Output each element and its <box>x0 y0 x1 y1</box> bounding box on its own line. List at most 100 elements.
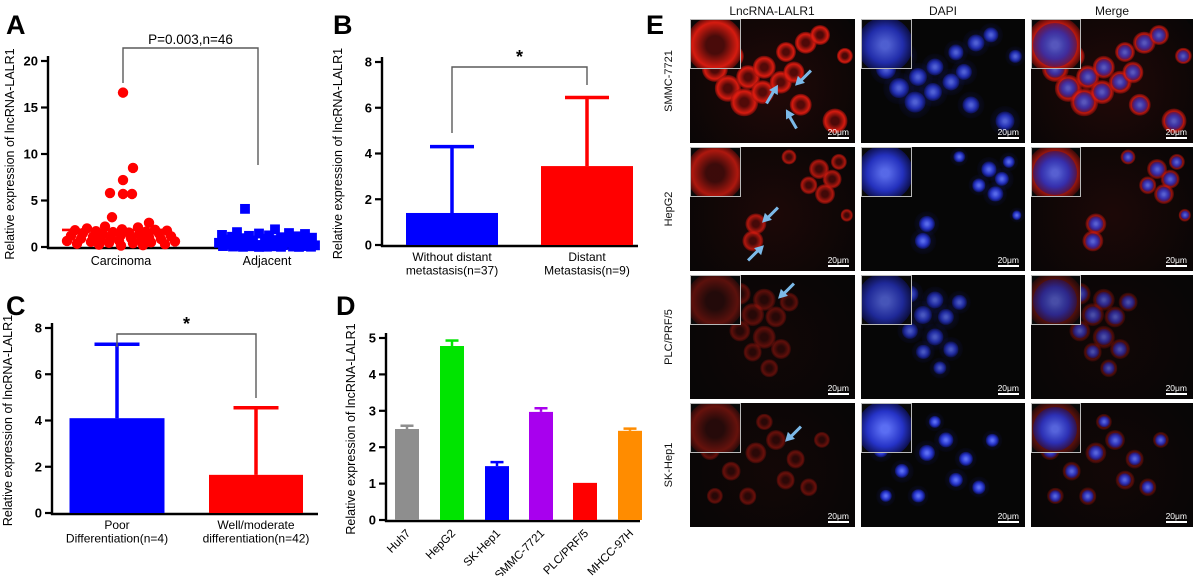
cell-blob <box>691 19 741 68</box>
nucleus-blob <box>918 215 935 232</box>
nucleus-blob <box>1079 68 1097 86</box>
scale-bar-20um: 20μm <box>827 383 849 395</box>
micrograph-HepG2-merge: 20μm <box>1031 147 1193 271</box>
micrograph-SMMC-7721-merge: 20μm <box>1031 19 1193 143</box>
nucleus-blob <box>916 344 931 359</box>
nucleus-blob <box>981 161 997 177</box>
inset-zoom-box <box>1031 147 1082 197</box>
nucleus-blob <box>904 91 926 113</box>
panel-c-label: C <box>6 291 26 321</box>
nucleus-blob <box>942 73 960 91</box>
panel-d-bar-chart: 0 1 2 3 4 5 Relative expression of lncRNA-LALR… <box>344 323 642 576</box>
nucleus-blob <box>938 309 955 326</box>
nucleus-blob <box>1088 216 1104 232</box>
nucleus-blob <box>1074 92 1095 112</box>
nucleus-blob <box>1084 306 1102 324</box>
micrograph-PLC/PRF/5-merge: 20μm <box>1031 275 1193 399</box>
cell-blob <box>822 108 848 134</box>
nucleus-blob <box>958 451 974 466</box>
scale-bar-20um: 20μm <box>997 511 1019 523</box>
svg-text:Metastasis(n=9): Metastasis(n=9) <box>544 264 630 278</box>
svg-text:differentiation(n=42): differentiation(n=42) <box>203 532 310 546</box>
panel-c-bar-chart: 0 2 4 6 8 Relative expression of lncRNA-LALR1… <box>1 314 318 546</box>
cell-blob <box>830 153 847 170</box>
nucleus-blob <box>1084 233 1101 249</box>
panel-e: E LncRNA-LALR1 DAPI Merge SMMC-7721 20μm 2… <box>645 0 1200 576</box>
cell-blob <box>775 42 796 63</box>
nucleus-blob <box>987 186 1004 202</box>
nucleus-blob <box>1122 151 1134 163</box>
svg-text:15: 15 <box>24 100 38 115</box>
cell-blob <box>691 275 741 324</box>
svg-text:4: 4 <box>35 413 43 428</box>
nucleus-blob <box>861 403 911 452</box>
nucleus-blob <box>1121 295 1135 310</box>
column-header-lncrna-lalr1: LncRNA-LALR1 <box>729 4 815 18</box>
cell-blob <box>840 208 853 222</box>
row-label-PLC/PRF/5: PLC/PRF/5 <box>663 309 675 365</box>
nucleus-blob <box>938 432 954 448</box>
nucleus-blob <box>1064 464 1079 478</box>
nucleus-blob <box>911 489 926 503</box>
panel-c: C 0 2 4 6 8 Relative expression of lncRNA-LAL… <box>0 285 330 576</box>
svg-text:Distant: Distant <box>568 250 606 264</box>
svg-text:2: 2 <box>369 440 376 455</box>
svg-text:Relative expression of lncRNA-: Relative expression of lncRNA-LALR1 <box>1 315 15 526</box>
nucleus-blob <box>1102 361 1116 375</box>
svg-text:Well/moderate: Well/moderate <box>217 518 294 532</box>
svg-text:Without distant: Without distant <box>412 250 492 264</box>
scale-bar-20um: 20μm <box>997 383 1019 395</box>
nucleus-blob <box>986 434 999 447</box>
scale-bar-20um: 20μm <box>1165 127 1187 139</box>
cell-blob <box>836 48 854 65</box>
svg-text:Huh7: Huh7 <box>385 528 413 556</box>
svg-text:2: 2 <box>365 192 372 207</box>
inset-zoom-box <box>1031 275 1082 325</box>
micrograph-SK-Hep1-merge: 20μm <box>1031 403 1193 527</box>
nucleus-blob <box>1154 434 1167 447</box>
micrograph-HepG2-lncrna: 20μm <box>690 147 855 271</box>
svg-text:PLC/PRF/5: PLC/PRF/5 <box>542 528 592 576</box>
svg-text:*: * <box>183 314 190 334</box>
nucleus-blob <box>918 444 935 461</box>
svg-text:8: 8 <box>365 55 372 70</box>
nucleus-blob <box>1156 186 1172 202</box>
inset-zoom-box <box>690 275 742 325</box>
panel-d: D 0 1 2 3 4 5 Relative expression of lncRNA-LA… <box>330 285 645 576</box>
inset-zoom-box <box>861 147 912 197</box>
nucleus-blob <box>1049 490 1062 502</box>
scale-bar-20um: 20μm <box>827 255 849 267</box>
inset-zoom-box <box>861 19 912 69</box>
panel-b-label: B <box>333 10 353 40</box>
nucleus-blob <box>1163 172 1178 186</box>
svg-text:SK-Hep1: SK-Hep1 <box>462 528 503 569</box>
svg-text:HepG2: HepG2 <box>424 528 458 562</box>
cell-blob <box>813 432 831 449</box>
scale-bar-20um: 20μm <box>1165 383 1187 395</box>
micrograph-SK-Hep1-dapi: 20μm <box>861 403 1025 527</box>
cell-blob <box>786 449 805 469</box>
scale-bar-20um: 20μm <box>997 255 1019 267</box>
panel-b: B 0 2 4 6 8 Relative expression of lncRNA-LAL… <box>330 0 645 285</box>
nucleus-blob <box>1180 210 1190 220</box>
micrograph-HepG2-dapi: 20μm <box>861 147 1025 271</box>
nucleus-blob <box>1125 64 1141 80</box>
svg-text:20: 20 <box>24 54 38 69</box>
svg-text:6: 6 <box>35 367 42 382</box>
row-label-HepG2: HepG2 <box>663 191 675 227</box>
cell-blob <box>770 339 791 360</box>
nucleus-blob <box>967 34 985 52</box>
cell-blob <box>743 342 763 362</box>
cell-blob <box>781 149 797 165</box>
nucleus-blob <box>1033 150 1078 195</box>
svg-text:0: 0 <box>369 513 376 528</box>
nucleus-blob <box>924 83 943 102</box>
cell-blob <box>753 56 776 79</box>
nucleus-blob <box>926 328 944 346</box>
svg-text:4: 4 <box>369 367 377 382</box>
nucleus-blob <box>861 147 911 196</box>
nucleus-blob <box>1108 432 1123 448</box>
nucleus-blob <box>933 361 947 375</box>
svg-text:5: 5 <box>369 331 376 346</box>
cell-blob <box>800 176 818 195</box>
